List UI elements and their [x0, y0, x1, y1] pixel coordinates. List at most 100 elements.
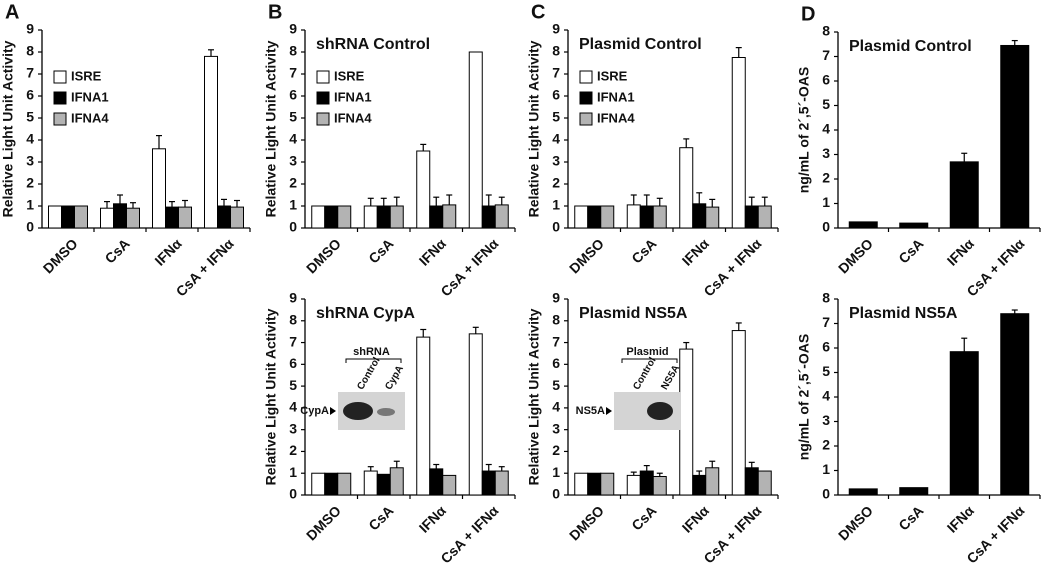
- legend-swatch: [53, 112, 67, 126]
- chart-title: shRNA CypA: [316, 305, 415, 322]
- bar: [848, 221, 878, 229]
- chart-panel: 0 1 2 3 4 5 6 7 8 9C Plasmid Control Relative Light…: [526, 1, 779, 299]
- x-tick-label: CsA: [365, 502, 396, 533]
- x-tick-label: IFNα: [679, 502, 713, 536]
- bar: [600, 205, 615, 229]
- y-tick-label: 4: [289, 399, 297, 415]
- x-tick-label: IFNα: [416, 502, 450, 536]
- error-bar: [643, 465, 650, 472]
- marker-arrow: [606, 407, 612, 415]
- legend-swatch: [316, 112, 330, 126]
- y-tick-label: 5: [26, 109, 34, 125]
- bar: [217, 205, 231, 229]
- y-tick-label: 8: [289, 311, 297, 327]
- y-tick-label: 7: [822, 314, 830, 330]
- y-tick-label: 3: [822, 145, 830, 161]
- y-tick-label: 5: [289, 377, 297, 393]
- inset-title: Plasmid: [626, 346, 668, 358]
- error-bar: [221, 198, 227, 206]
- bar: [639, 205, 654, 229]
- y-tick-label: 0: [822, 219, 830, 235]
- error-bar: [117, 194, 123, 204]
- bar: [363, 470, 378, 496]
- legend-label: IFNA1: [71, 89, 109, 104]
- y-tick-label: 5: [289, 109, 297, 125]
- error-bar: [472, 326, 479, 334]
- error-bar: [393, 460, 400, 468]
- y-tick-label: 7: [822, 47, 830, 63]
- chart-panel: 0 1 2 3 4 5 6 7 8 9 shRNA CypA Relative Light Unit …: [263, 290, 516, 563]
- bar: [757, 470, 772, 496]
- legend-swatch: [579, 70, 593, 84]
- bar: [126, 207, 140, 229]
- y-tick-label: 3: [289, 420, 297, 436]
- y-tick-label: 2: [552, 442, 560, 458]
- error-bar: [656, 197, 663, 206]
- y-tick-label: 0: [26, 219, 34, 235]
- y-tick-label: 5: [822, 96, 830, 112]
- bar: [442, 474, 457, 496]
- bar: [744, 467, 759, 496]
- chart-title: shRNA Control: [316, 36, 430, 53]
- bar: [324, 205, 339, 229]
- bar: [679, 348, 694, 496]
- legend-label: ISRE: [597, 68, 628, 83]
- bar: [626, 474, 641, 496]
- y-axis-label: Relative Light Unit Activity: [526, 308, 542, 485]
- x-tick-label: DMSO: [303, 235, 344, 276]
- y-tick-label: 8: [822, 23, 830, 39]
- error-bar: [393, 196, 400, 206]
- bar: [429, 468, 444, 496]
- y-tick-label: 1: [822, 461, 830, 477]
- legend-swatch: [53, 70, 67, 84]
- lane-label: Control: [631, 355, 658, 391]
- legend-swatch: [316, 91, 330, 105]
- bar: [1000, 44, 1030, 229]
- y-tick-label: 6: [289, 87, 297, 103]
- bar: [324, 472, 339, 496]
- bar: [744, 205, 759, 229]
- error-bar: [433, 196, 440, 206]
- y-tick-label: 9: [552, 21, 560, 37]
- legend-label: IFNA1: [597, 89, 635, 104]
- y-tick-label: 2: [289, 175, 297, 191]
- y-tick-label: 2: [289, 442, 297, 458]
- x-tick-label: IFNα: [944, 502, 978, 536]
- y-tick-label: 8: [26, 43, 34, 59]
- bar: [376, 205, 391, 229]
- x-tick-label: IFNα: [679, 235, 713, 269]
- y-tick-label: 7: [552, 65, 560, 81]
- y-tick-label: 8: [822, 290, 830, 306]
- bar: [389, 205, 404, 229]
- y-tick-label: 0: [289, 486, 297, 502]
- error-bar: [367, 197, 374, 206]
- bar: [468, 333, 483, 496]
- bar: [100, 207, 114, 229]
- band-marker: NS5A: [576, 405, 605, 417]
- y-tick-label: 5: [552, 377, 560, 393]
- panel-letter: A: [5, 1, 19, 23]
- y-tick-label: 0: [552, 219, 560, 235]
- error-bar: [420, 143, 427, 151]
- y-tick-label: 3: [26, 153, 34, 169]
- chart-title: Plasmid Control: [579, 36, 702, 53]
- y-tick-label: 4: [822, 121, 830, 137]
- inset-bracket: [621, 358, 678, 363]
- bar: [311, 205, 326, 229]
- y-tick-label: 1: [552, 197, 560, 213]
- y-tick-label: 9: [289, 21, 297, 37]
- y-axis-label: Relative Light Unit Activity: [526, 40, 542, 217]
- error-bar: [961, 337, 968, 352]
- bar: [949, 161, 979, 229]
- y-tick-label: 1: [289, 464, 297, 480]
- legend-label: ISRE: [71, 68, 102, 83]
- inset-bracket: [345, 358, 402, 363]
- y-axis-label: Relative Light Unit Activity: [0, 40, 16, 217]
- y-tick-label: 0: [822, 486, 830, 502]
- x-tick-label: IFNα: [944, 235, 978, 269]
- bar: [679, 147, 694, 229]
- y-tick-label: 4: [26, 131, 34, 147]
- x-tick-label: CsA: [628, 235, 659, 266]
- bar: [731, 330, 746, 496]
